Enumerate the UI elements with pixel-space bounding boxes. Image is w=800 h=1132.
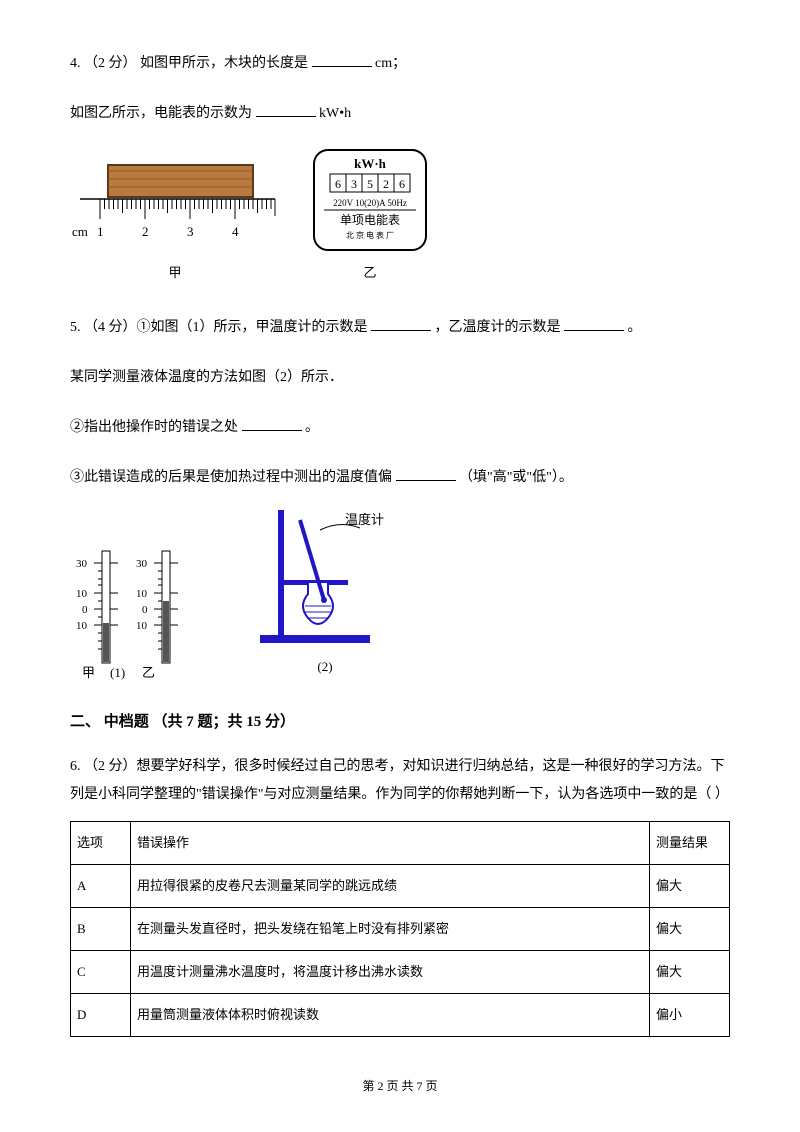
q5-line4-a: ③此错误造成的后果是使加热过程中测出的温度值偏	[70, 470, 392, 485]
q5-line2: 某同学测量液体温度的方法如图（2）所示．	[70, 364, 730, 392]
cell-c-2: 偏大	[650, 951, 730, 994]
cell-d-2: 偏小	[650, 994, 730, 1037]
thermo-caption1: (1)	[110, 665, 125, 680]
meter-digits: 6 3 5 2 6	[330, 174, 410, 192]
ruler-caption: 甲	[168, 260, 181, 286]
digit-4: 6	[399, 177, 405, 191]
q4-line2-b: kW•h	[319, 106, 351, 121]
head-res: 测量结果	[650, 822, 730, 865]
q4-figures: cm 1 2 3 4 甲 kW·h 6 3 5	[70, 146, 730, 286]
meter-spec: 220V 10(20)A 50Hz	[333, 198, 407, 208]
q4-line1-a: 4. （2 分） 如图甲所示，木块的长度是	[70, 56, 312, 71]
page-footer: 第 2 页 共 7 页	[70, 1077, 730, 1094]
q5-line1: 5. （4 分）①如图（1）所示，甲温度计的示数是 ，乙温度计的示数是 。	[70, 314, 730, 342]
q5-line1-c: 。	[628, 320, 642, 335]
q4-line1-b: cm；	[375, 56, 406, 71]
q5-blank3[interactable]	[242, 417, 302, 431]
q5-line3: ②指出他操作时的错误之处 。	[70, 414, 730, 442]
thermo-b-10: 10	[136, 588, 148, 600]
thermo-a-n10: 10	[76, 620, 88, 632]
figure-meter: kW·h 6 3 5 2 6 220V 10(20)A 50Hz 单项电能表 北…	[310, 146, 430, 286]
cell-a-2: 偏大	[650, 865, 730, 908]
digit-0: 6	[335, 177, 341, 191]
meter-maker: 北 京 电 表 厂	[346, 230, 394, 240]
base	[260, 635, 370, 643]
cell-d-1: 用量筒测量液体体积时俯视读数	[131, 994, 650, 1037]
digit-1: 3	[351, 177, 357, 191]
q5-line1-b: ，乙温度计的示数是	[435, 320, 561, 335]
thermo-a-0: 0	[82, 604, 88, 616]
question-4: 4. （2 分） 如图甲所示，木块的长度是 cm； 如图乙所示，电能表的示数为 …	[70, 50, 730, 286]
meter-title: 单项电能表	[340, 213, 400, 227]
thermo-svg: 30 10 0 10	[70, 545, 200, 680]
thermo-b-0: 0	[142, 604, 148, 616]
section-2-heading: 二、 中档题 （共 7 题；共 15 分）	[70, 710, 730, 731]
q5-blank4[interactable]	[396, 467, 456, 481]
thermo-b: 30 10 0 10	[136, 551, 178, 663]
tick-4: 4	[232, 224, 239, 239]
question-5: 5. （4 分）①如图（1）所示，甲温度计的示数是 ，乙温度计的示数是 。 某同…	[70, 314, 730, 680]
pole	[278, 510, 284, 640]
tick-2: 2	[142, 224, 149, 239]
tick-1: 1	[97, 224, 104, 239]
q6-table: 选项 错误操作 测量结果 A 用拉得很紧的皮卷尺去测量某同学的跳远成绩 偏大 B…	[70, 821, 730, 1037]
cell-c-0: C	[71, 951, 131, 994]
ruler-svg: cm 1 2 3 4	[70, 161, 280, 256]
table-row[interactable]: A 用拉得很紧的皮卷尺去测量某同学的跳远成绩 偏大	[71, 865, 730, 908]
question-6: 6. （2 分）想要学好科学，很多时候经过自己的思考，对知识进行归纳总结，这是一…	[70, 753, 730, 1037]
ruler-ticks	[100, 199, 275, 219]
head-err: 错误操作	[131, 822, 650, 865]
q4-line2: 如图乙所示，电能表的示数为 kW•h	[70, 100, 730, 128]
tick-3: 3	[187, 224, 194, 239]
cell-b-2: 偏大	[650, 908, 730, 951]
thermo-label-a: 甲	[82, 665, 95, 680]
q5-blank1[interactable]	[371, 317, 431, 331]
apparatus-caption: (2)	[317, 654, 332, 680]
q5-line3-a: ②指出他操作时的错误之处	[70, 420, 238, 435]
figure-apparatus: 温度计 (2)	[250, 510, 400, 680]
q5-line3-b: 。	[305, 420, 319, 435]
q4-blank1[interactable]	[312, 53, 372, 67]
cell-a-0: A	[71, 865, 131, 908]
table-row[interactable]: D 用量筒测量液体体积时俯视读数 偏小	[71, 994, 730, 1037]
q4-line2-a: 如图乙所示，电能表的示数为	[70, 106, 256, 121]
digit-2: 5	[367, 177, 373, 191]
cell-b-1: 在测量头发直径时，把头发绕在铅笔上时没有排列紧密	[131, 908, 650, 951]
meter-unit: kW·h	[354, 156, 387, 171]
meter-caption: 乙	[363, 260, 376, 286]
thermo-a: 30 10 0 10	[76, 551, 118, 663]
wood-block	[108, 165, 253, 197]
cm-label: cm	[72, 224, 88, 239]
head-opt: 选项	[71, 822, 131, 865]
q4-line1: 4. （2 分） 如图甲所示，木块的长度是 cm；	[70, 50, 730, 78]
thermo-a-30: 30	[76, 558, 88, 570]
table-row[interactable]: B 在测量头发直径时，把头发绕在铅笔上时没有排列紧密 偏大	[71, 908, 730, 951]
q5-line4-b: （填"高"或"低"）。	[459, 470, 573, 485]
q5-line1-a: 5. （4 分）①如图（1）所示，甲温度计的示数是	[70, 320, 368, 335]
digit-3: 2	[383, 177, 389, 191]
thermo-b-30: 30	[136, 558, 148, 570]
figure-thermometers: 30 10 0 10	[70, 545, 200, 680]
thermo-b-n10: 10	[136, 620, 148, 632]
cell-d-0: D	[71, 994, 131, 1037]
q5-blank2[interactable]	[564, 317, 624, 331]
q4-blank2[interactable]	[256, 103, 316, 117]
q5-line4: ③此错误造成的后果是使加热过程中测出的温度值偏 （填"高"或"低"）。	[70, 464, 730, 492]
apparatus-svg: 温度计	[250, 510, 400, 650]
figure-ruler: cm 1 2 3 4 甲	[70, 161, 280, 286]
q6-text: 6. （2 分）想要学好科学，很多时候经过自己的思考，对知识进行归纳总结，这是一…	[70, 753, 730, 809]
table-head-row: 选项 错误操作 测量结果	[71, 822, 730, 865]
thermometer-label: 温度计	[345, 512, 384, 527]
cell-b-0: B	[71, 908, 131, 951]
thermo-label-b: 乙	[142, 665, 155, 680]
q5-figures: 30 10 0 10	[70, 510, 730, 680]
cell-c-1: 用温度计测量沸水温度时，将温度计移出沸水读数	[131, 951, 650, 994]
cell-a-1: 用拉得很紧的皮卷尺去测量某同学的跳远成绩	[131, 865, 650, 908]
meter-svg: kW·h 6 3 5 2 6 220V 10(20)A 50Hz 单项电能表 北…	[310, 146, 430, 256]
thermo-a-10: 10	[76, 588, 88, 600]
table-row[interactable]: C 用温度计测量沸水温度时，将温度计移出沸水读数 偏大	[71, 951, 730, 994]
